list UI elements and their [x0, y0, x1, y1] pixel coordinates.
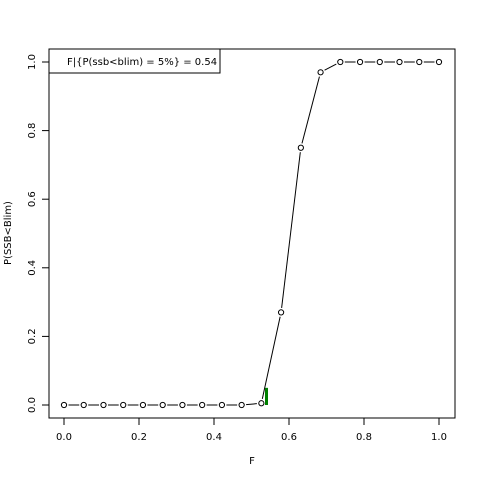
x-tick-label: 0.6 — [281, 432, 297, 443]
x-axis: 0.0 0.2 0.4 0.6 0.8 1.0 — [56, 417, 447, 443]
y-tick-label: 0.0 — [27, 397, 38, 413]
data-point — [337, 58, 344, 66]
data-point — [139, 401, 147, 409]
data-point — [218, 401, 226, 409]
data-point — [60, 401, 68, 409]
data-point — [435, 58, 443, 66]
legend-text: F|{P(ssb<blim) = 5%} = 0.54 — [67, 57, 217, 68]
series-layer — [60, 58, 443, 409]
y-axis-title: P(SSB<Blim) — [3, 201, 14, 265]
legend-box — [48, 48, 221, 74]
data-point — [238, 401, 245, 409]
x-tick-label: 0.4 — [206, 432, 222, 443]
y-tick-label: 0.2 — [27, 328, 38, 344]
data-point — [396, 58, 403, 66]
data-point — [277, 309, 285, 316]
data-point — [100, 401, 107, 409]
series-segment — [261, 316, 281, 399]
data-point — [317, 69, 324, 76]
data-point — [356, 58, 364, 66]
legend: F|{P(ssb<blim) = 5%} = 0.54 — [48, 48, 221, 74]
data-point — [416, 58, 423, 66]
y-axis: 0.0 0.2 0.4 0.6 0.8 1.0 — [27, 54, 50, 413]
series-segment — [324, 63, 337, 71]
data-point — [120, 401, 127, 409]
x-tick-label: 1.0 — [431, 432, 447, 443]
data-point — [159, 401, 166, 409]
x-tick-label: 0.0 — [56, 432, 72, 443]
data-point — [179, 401, 186, 409]
series-segment — [301, 76, 320, 144]
data-point — [80, 401, 87, 409]
y-tick-label: 0.4 — [27, 260, 38, 276]
data-point — [258, 400, 265, 407]
data-point — [297, 144, 304, 151]
y-tick-label: 0.8 — [27, 123, 38, 139]
data-point — [376, 58, 383, 66]
x-tick-label: 0.8 — [356, 432, 372, 443]
series-segment — [281, 152, 301, 308]
series-segment — [246, 403, 257, 406]
x-tick-label: 0.2 — [131, 432, 147, 443]
y-tick-label: 1.0 — [27, 54, 38, 70]
data-point — [199, 401, 206, 409]
x-axis-title: F — [249, 456, 255, 467]
plot-area-frame — [48, 48, 456, 419]
y-tick-label: 0.6 — [27, 191, 38, 207]
